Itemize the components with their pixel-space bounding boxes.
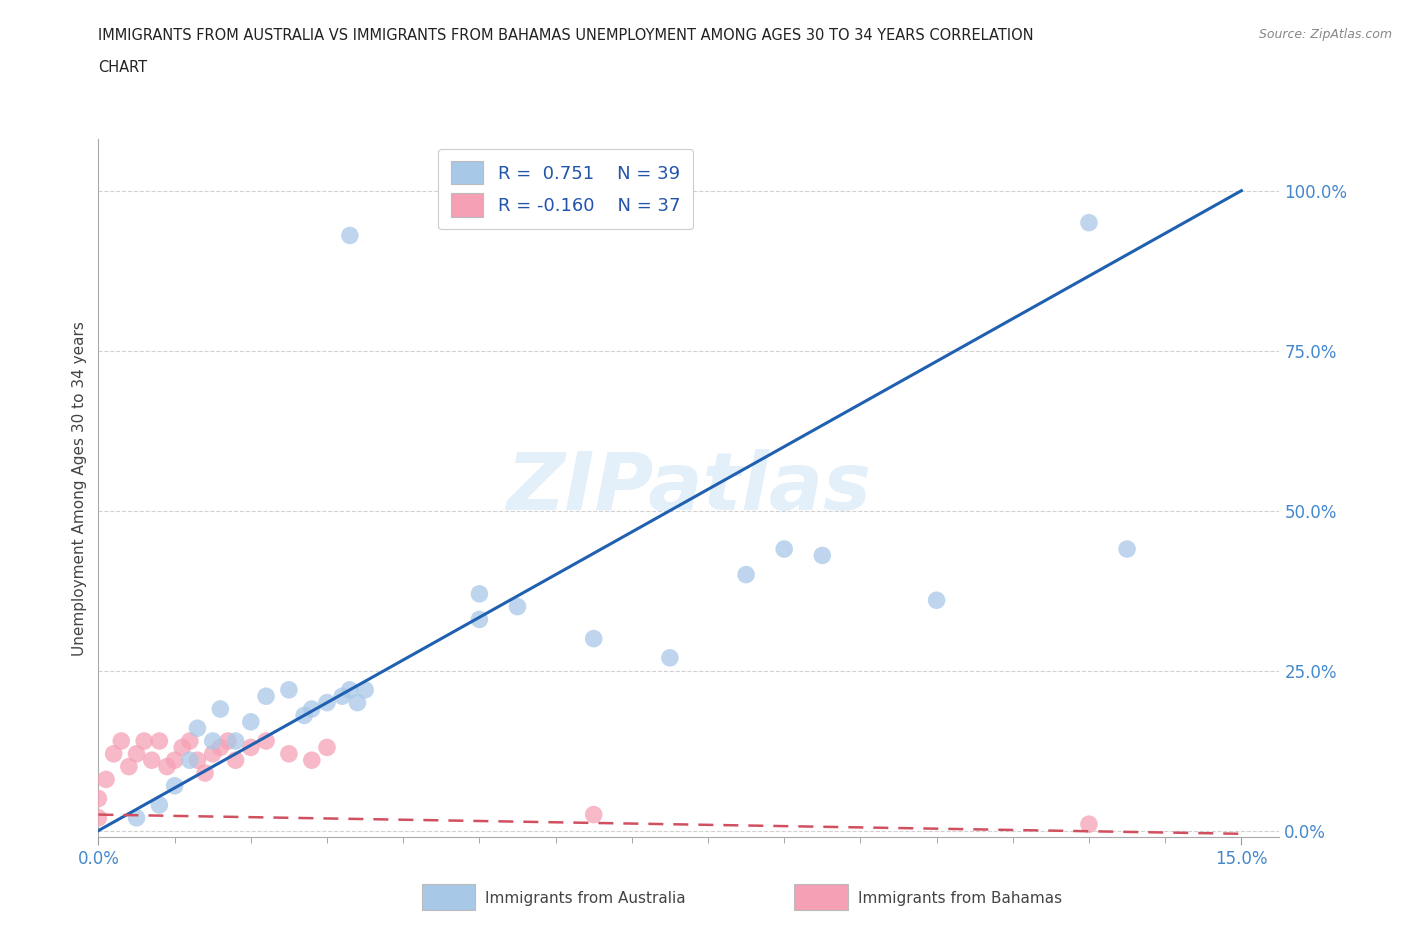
Point xyxy=(773,541,796,556)
Point xyxy=(94,772,117,787)
Point xyxy=(925,592,948,607)
Text: CHART: CHART xyxy=(98,60,148,75)
Text: Immigrants from Bahamas: Immigrants from Bahamas xyxy=(858,891,1062,906)
Point xyxy=(148,798,170,813)
Legend: R =  0.751    N = 39, R = -0.160    N = 37: R = 0.751 N = 39, R = -0.160 N = 37 xyxy=(439,149,693,229)
Point xyxy=(179,734,201,749)
Point xyxy=(125,747,148,762)
Point xyxy=(163,752,186,767)
Point xyxy=(103,747,125,762)
Text: Source: ZipAtlas.com: Source: ZipAtlas.com xyxy=(1258,28,1392,41)
Point xyxy=(277,683,299,698)
Point xyxy=(125,810,148,825)
Point xyxy=(194,765,217,780)
Point xyxy=(254,689,277,704)
Point xyxy=(172,740,194,755)
Point xyxy=(186,752,208,767)
Point xyxy=(156,759,179,774)
Point xyxy=(339,228,361,243)
Point xyxy=(186,721,208,736)
Point xyxy=(201,747,224,762)
Point xyxy=(201,734,224,749)
Point xyxy=(301,701,323,716)
Point xyxy=(239,714,262,729)
Point xyxy=(254,734,277,749)
Point xyxy=(209,701,232,716)
Point xyxy=(87,791,110,806)
Point xyxy=(141,752,163,767)
Y-axis label: Unemployment Among Ages 30 to 34 years: Unemployment Among Ages 30 to 34 years xyxy=(72,321,87,656)
Point xyxy=(1078,215,1101,230)
Point xyxy=(582,631,605,646)
Point xyxy=(1116,541,1139,556)
Point xyxy=(316,696,339,711)
Point xyxy=(225,752,247,767)
Point xyxy=(811,548,834,563)
Point xyxy=(468,612,491,627)
Point xyxy=(179,752,201,767)
Text: IMMIGRANTS FROM AUSTRALIA VS IMMIGRANTS FROM BAHAMAS UNEMPLOYMENT AMONG AGES 30 : IMMIGRANTS FROM AUSTRALIA VS IMMIGRANTS … xyxy=(98,28,1033,43)
Point xyxy=(468,587,491,602)
Point xyxy=(277,747,299,762)
Point xyxy=(239,740,262,755)
Point xyxy=(316,740,339,755)
Point xyxy=(87,810,110,825)
Point xyxy=(506,599,529,614)
Point xyxy=(209,740,232,755)
Point xyxy=(346,696,368,711)
Point xyxy=(217,734,239,749)
Point xyxy=(110,734,132,749)
Text: ZIPatlas: ZIPatlas xyxy=(506,449,872,527)
Point xyxy=(225,734,247,749)
Point xyxy=(292,708,315,723)
Point xyxy=(658,650,681,665)
Point xyxy=(330,689,353,704)
Point xyxy=(339,683,361,698)
Point xyxy=(582,807,605,822)
Point xyxy=(354,683,377,698)
Point xyxy=(163,778,186,793)
Text: Immigrants from Australia: Immigrants from Australia xyxy=(485,891,686,906)
Point xyxy=(118,759,141,774)
Point xyxy=(148,734,170,749)
Point xyxy=(301,752,323,767)
Point xyxy=(735,567,758,582)
Point xyxy=(1078,817,1101,831)
Point xyxy=(134,734,156,749)
